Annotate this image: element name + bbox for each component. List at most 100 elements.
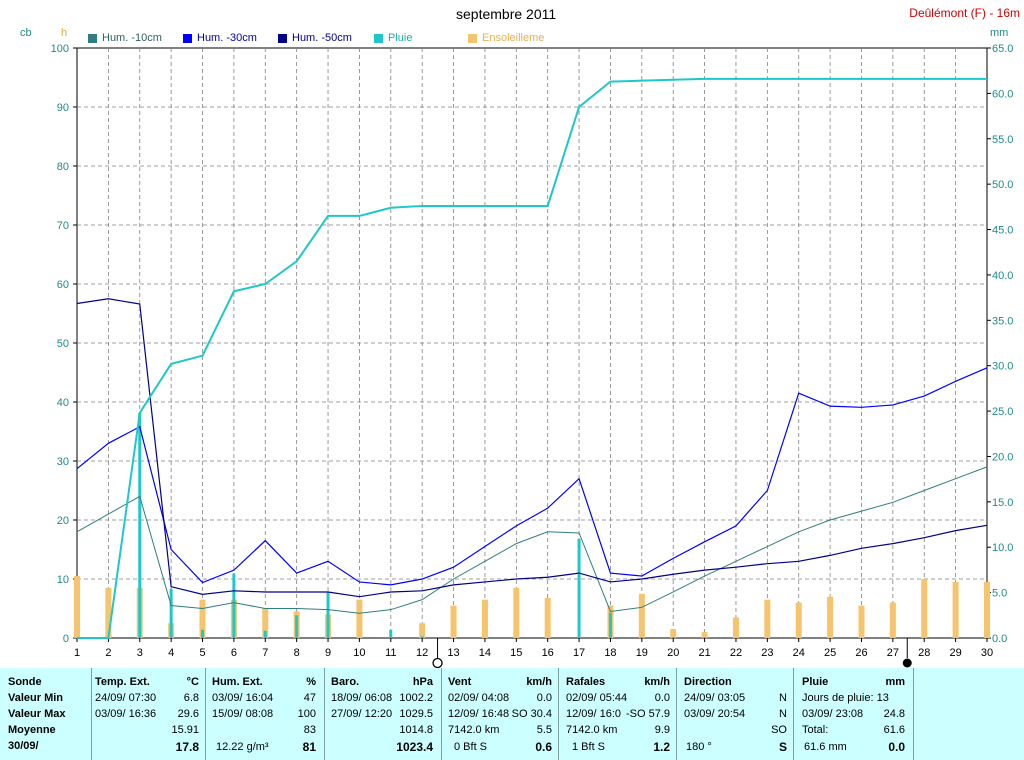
x-tick: 11 bbox=[385, 647, 396, 659]
legend-pluie: Pluie bbox=[374, 32, 412, 44]
y-tick-right: 60.0 bbox=[992, 88, 1013, 100]
y-tick-left: 70 bbox=[57, 220, 69, 232]
direction-min-date: 24/09/ 03:05 bbox=[684, 692, 746, 704]
y-tick-right: 45.0 bbox=[992, 225, 1013, 237]
y-tick-left: 60 bbox=[57, 279, 69, 291]
direction-degrees: 180 ° bbox=[686, 741, 712, 753]
x-tick: 1 bbox=[74, 647, 80, 659]
rain-bar bbox=[420, 636, 424, 638]
baro-min-date: 18/09/ 06:08 bbox=[331, 692, 393, 704]
x-tick: 17 bbox=[573, 647, 585, 659]
col-pluie: Pluie mm Jours de pluie: 13 03/09/ 23:08… bbox=[794, 668, 914, 760]
legend-hum10: Hum. -10cm bbox=[88, 32, 162, 44]
rain-bar bbox=[326, 592, 330, 638]
x-tick: 30 bbox=[981, 647, 993, 659]
baro-title: Baro. bbox=[331, 676, 360, 688]
sun-bar bbox=[450, 605, 457, 638]
x-tick: 25 bbox=[824, 647, 836, 659]
sun-bar bbox=[262, 608, 269, 638]
vent-unit: km/h bbox=[526, 676, 552, 688]
y-tick-left: 0 bbox=[63, 633, 69, 645]
rafales-avg: 9.9 bbox=[654, 724, 670, 736]
x-tick: 16 bbox=[542, 647, 554, 659]
chart-title: septembre 2011 bbox=[456, 6, 557, 22]
direction-max-val: N bbox=[779, 708, 787, 720]
baro-max-val: 1029.5 bbox=[399, 708, 433, 720]
hum-max-val: 100 bbox=[297, 708, 316, 720]
x-tick: 9 bbox=[325, 647, 331, 659]
y-tick-left: 90 bbox=[57, 102, 69, 114]
sun-bar bbox=[858, 605, 865, 638]
sun-bar bbox=[105, 587, 112, 638]
row-labels: Sonde Valeur Min Valeur Max Moyenne 30/0… bbox=[0, 668, 92, 760]
left-unit-cb: cb bbox=[20, 27, 32, 39]
pluie-month: 61.6 mm bbox=[804, 741, 847, 753]
y-tick-right: 0.0 bbox=[992, 633, 1007, 645]
y-tick-right: 20.0 bbox=[992, 451, 1013, 463]
legend-label: Ensoleilleme bbox=[482, 32, 545, 44]
legend-soleil: Ensoleilleme bbox=[468, 32, 544, 44]
x-tick: 18 bbox=[604, 647, 616, 659]
pluie-current: 0.0 bbox=[888, 740, 905, 754]
legend-swatch bbox=[183, 33, 192, 43]
vent-max-date: 12/09/ 16:48 bbox=[448, 708, 510, 720]
x-tick: 6 bbox=[231, 647, 237, 659]
rain-bar bbox=[577, 539, 581, 638]
hum-avg: 83 bbox=[303, 724, 316, 736]
x-tick: 2 bbox=[105, 647, 111, 659]
vent-max-val: SO 30.4 bbox=[511, 708, 552, 720]
y-tick-left: 20 bbox=[57, 515, 69, 527]
y-tick-left: 100 bbox=[51, 43, 69, 55]
direction-max-date: 03/09/ 20:54 bbox=[684, 708, 746, 720]
row-label-min: Valeur Min bbox=[8, 692, 64, 704]
rafales-distance: 7142.0 km bbox=[566, 724, 618, 736]
x-tick: 13 bbox=[447, 647, 459, 659]
hum-title: Hum. Ext. bbox=[212, 676, 263, 688]
sun-bar bbox=[513, 587, 520, 638]
baro-avg: 1014.8 bbox=[399, 724, 433, 736]
y-tick-right: 50.0 bbox=[992, 179, 1013, 191]
x-tick: 10 bbox=[353, 647, 365, 659]
sun-bar bbox=[670, 629, 677, 638]
rain-bar bbox=[263, 630, 267, 638]
y-tick-right: 10.0 bbox=[992, 542, 1013, 554]
new-moon-icon bbox=[432, 657, 443, 668]
legend-hum30: Hum. -30cm bbox=[183, 32, 257, 44]
rafales-unit: km/h bbox=[644, 676, 670, 688]
vent-min-val: 0.0 bbox=[536, 692, 552, 704]
rain-bar bbox=[640, 637, 644, 638]
direction-title: Direction bbox=[684, 676, 732, 688]
y-tick-right: 15.0 bbox=[992, 497, 1013, 509]
line-hum30cm bbox=[76, 367, 988, 586]
y-tick-right: 65.0 bbox=[992, 43, 1013, 55]
sun-bar bbox=[732, 617, 739, 638]
full-moon-icon bbox=[902, 658, 912, 668]
col-temp: Temp. Ext. °C 24/09/ 07:30 6.8 03/09/ 16… bbox=[92, 668, 206, 760]
row-label-max: Valeur Max bbox=[8, 708, 66, 720]
baro-unit: hPa bbox=[412, 676, 433, 688]
hum-min-date: 03/09/ 16:04 bbox=[212, 692, 274, 704]
vent-beaufort: 0 Bft S bbox=[454, 741, 488, 753]
hum-min-val: 47 bbox=[303, 692, 316, 704]
rain-bar bbox=[608, 612, 612, 638]
vent-min-date: 02/09/ 04:08 bbox=[448, 692, 510, 704]
x-tick: 14 bbox=[479, 647, 491, 659]
row-label-sonde: Sonde bbox=[8, 676, 42, 688]
x-tick: 15 bbox=[510, 647, 522, 659]
row-label-date: 30/09/ bbox=[8, 740, 39, 752]
pluie-max-date: 03/09/ 23:08 bbox=[802, 708, 864, 720]
rafales-title: Rafales bbox=[566, 676, 606, 688]
col-baro: Baro. hPa 18/09/ 06:08 1002.2 27/09/ 12:… bbox=[325, 668, 442, 760]
direction-current: S bbox=[778, 740, 787, 754]
stats-table: Sonde Valeur Min Valeur Max Moyenne 30/0… bbox=[0, 668, 1024, 760]
y-tick-left: 30 bbox=[57, 456, 69, 468]
legend-hum50: Hum. -50cm bbox=[278, 32, 352, 44]
x-tick: 22 bbox=[730, 647, 742, 659]
x-tick: 5 bbox=[199, 647, 205, 659]
sun-bar bbox=[544, 597, 551, 638]
temp-title: Temp. Ext. bbox=[95, 676, 150, 688]
vent-title: Vent bbox=[448, 676, 472, 688]
vent-current: 0.6 bbox=[535, 740, 552, 754]
x-tick: 8 bbox=[294, 647, 300, 659]
hum-max-date: 15/09/ 08:08 bbox=[212, 708, 274, 720]
